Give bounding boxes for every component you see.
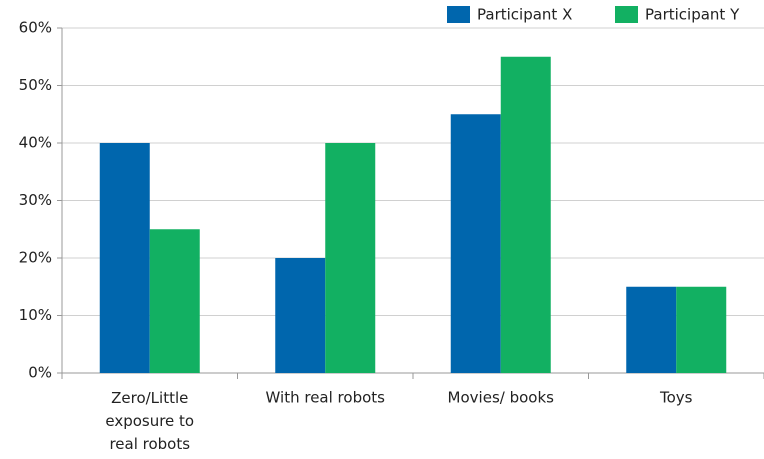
x-tick-label: With real robots [266, 389, 386, 407]
legend-label: Participant X [477, 6, 572, 24]
bar [275, 258, 326, 373]
bar [325, 143, 376, 373]
x-tick-label: Movies/ books [448, 389, 555, 407]
legend-swatch [615, 6, 638, 23]
bar [676, 286, 727, 373]
x-tick-label: Toys [659, 389, 693, 407]
bar [450, 114, 501, 373]
y-tick-label: 30% [19, 191, 52, 209]
y-tick-label: 40% [19, 134, 52, 152]
y-tick-label: 10% [19, 306, 52, 324]
bar [626, 286, 677, 373]
bar [99, 143, 150, 373]
legend-label: Participant Y [645, 6, 740, 24]
y-tick-label: 60% [19, 19, 52, 37]
bar [149, 229, 200, 373]
y-tick-label: 20% [19, 249, 52, 267]
y-tick-label: 50% [19, 76, 52, 94]
legend-swatch [447, 6, 470, 23]
bar [500, 56, 551, 373]
y-tick-label: 0% [28, 364, 52, 382]
x-tick-label: Zero/Little exposure to real robots [105, 389, 194, 453]
